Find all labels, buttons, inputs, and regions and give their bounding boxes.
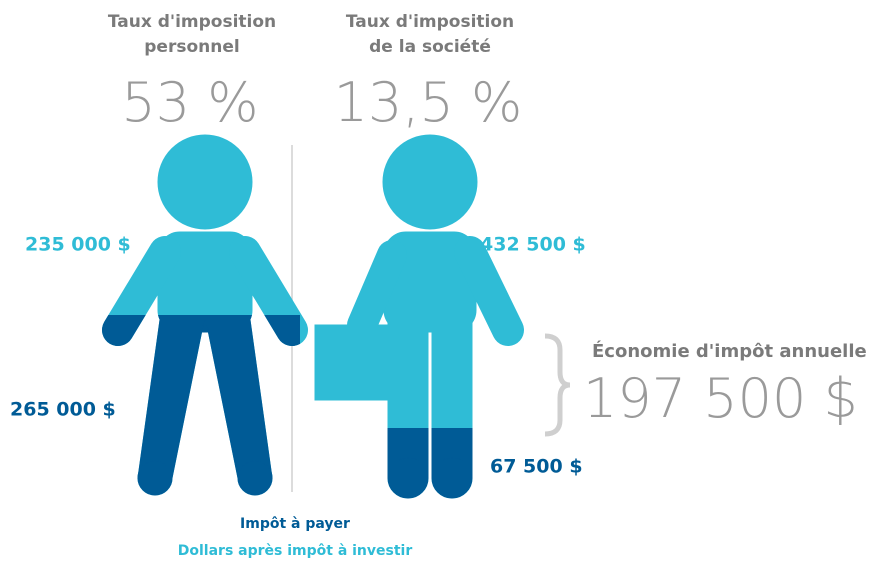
corporate-rate: 13,5 % [334, 71, 523, 134]
personal-figure [118, 135, 292, 495]
legend-tax: Impôt à payer [240, 516, 350, 532]
corporate-after-tax: 432 500 $ [480, 234, 586, 256]
savings-amount: 197 500 $ [583, 367, 858, 430]
corporate-tax: 67 500 $ [490, 456, 583, 478]
personal-rate: 53 % [121, 71, 258, 134]
personal-after-tax: 235 000 $ [25, 234, 131, 256]
corporate-title: Taux d'imposition [346, 12, 514, 32]
corporate-title: de la société [369, 37, 491, 57]
brace [545, 336, 570, 434]
legend-after-tax: Dollars après impôt à investir [178, 543, 413, 559]
personal-title: personnel [144, 37, 239, 57]
savings-label: Économie d'impôt annuelle [592, 340, 867, 362]
infographic: Taux d'imposition personnel 53 % Taux d'… [0, 0, 873, 569]
corporate-figure [315, 135, 508, 498]
personal-tax: 265 000 $ [10, 399, 116, 421]
personal-title: Taux d'imposition [108, 12, 276, 32]
